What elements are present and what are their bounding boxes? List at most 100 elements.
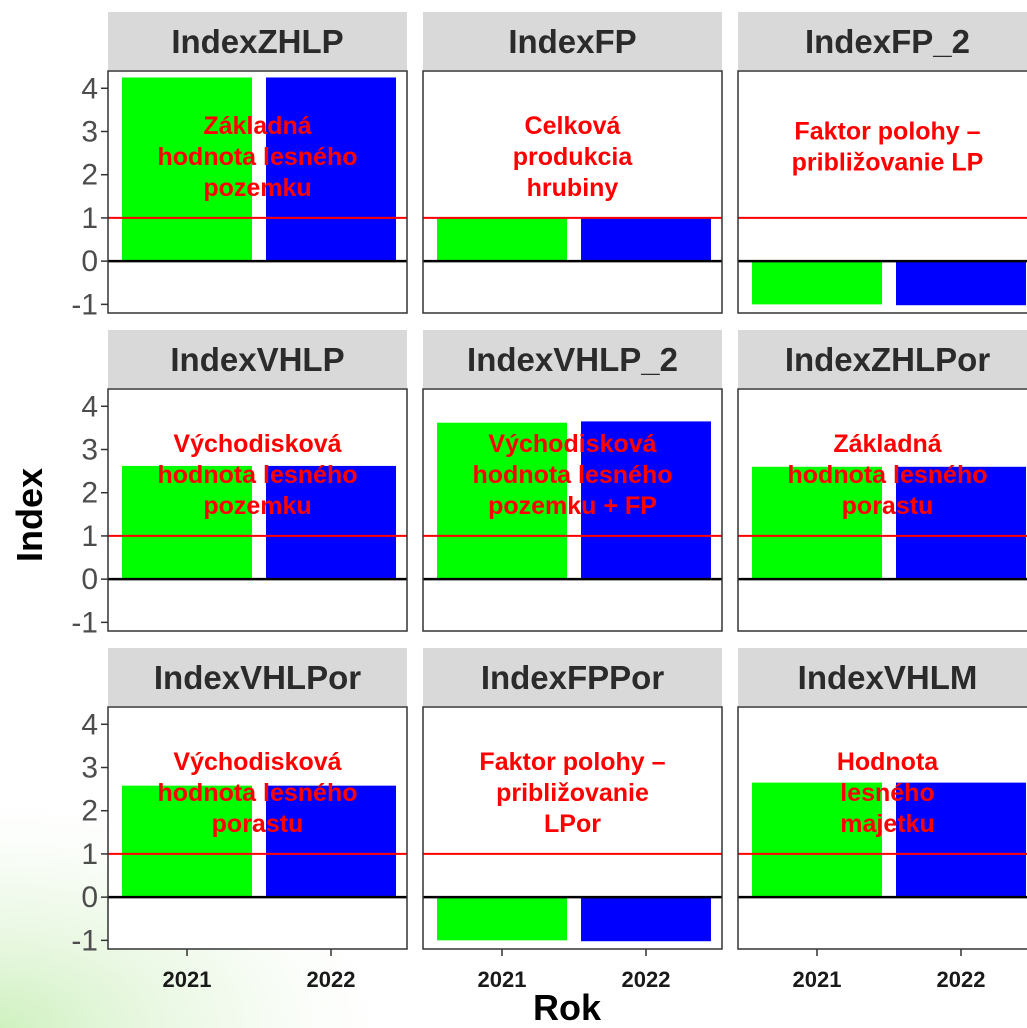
y-tick-label: 3 — [81, 116, 98, 149]
bar-2021 — [752, 261, 882, 305]
annotation-line: hodnota lesného — [158, 779, 358, 807]
strip-label: IndexVHLM — [798, 659, 978, 696]
y-tick-label: 2 — [81, 477, 98, 510]
y-tick-label: 0 — [81, 563, 98, 596]
y-tick-label: 3 — [81, 752, 98, 785]
annotation-line: produkcia — [513, 143, 634, 171]
annotation-line: Východisková — [173, 430, 341, 458]
y-tick-label: -1 — [71, 606, 98, 639]
annotation-line: približovanie — [496, 779, 649, 807]
strip-background — [738, 648, 1027, 706]
panel-border — [422, 388, 723, 632]
annotation-line: majetku — [840, 810, 934, 838]
strip-label: IndexFP_2 — [805, 23, 970, 60]
annotation-line: Základná — [833, 430, 941, 458]
bar-2022 — [896, 466, 1026, 580]
x-tick-label: 2021 — [163, 967, 212, 992]
annotation-line: pozemku — [203, 492, 311, 520]
bar-2022 — [581, 217, 711, 262]
panel-indexvhlpor: IndexVHLPor Východisková hodnota lesného po… — [71, 648, 408, 992]
strip-background — [423, 12, 722, 70]
x-tick-label: 2022 — [937, 967, 986, 992]
bar-2021 — [122, 77, 252, 262]
panel-indexfp-2: IndexFP_2 Faktor polohy – približovanie LP — [737, 12, 1027, 314]
strip-label: IndexVHLP — [170, 341, 344, 378]
strip-background — [423, 330, 722, 388]
strip-label: IndexFP — [508, 23, 636, 60]
y-tick-label: -1 — [71, 288, 98, 321]
strip-label: IndexZHLP — [171, 23, 343, 60]
x-tick-label: 2021 — [478, 967, 527, 992]
x-tick-label: 2022 — [307, 967, 356, 992]
annotation-line: porastu — [212, 810, 304, 838]
y-tick-label: 1 — [81, 520, 98, 553]
panel-indexzhlp: IndexZHLP Základná hodnota lesného pozemku -… — [71, 12, 408, 321]
strip-background — [108, 330, 407, 388]
annotation-line: lesného — [840, 779, 934, 807]
strip-background — [738, 330, 1027, 388]
annotation-line: Faktor polohy – — [479, 748, 665, 776]
bar-2022 — [266, 465, 396, 580]
y-axis-title: Index — [9, 468, 50, 562]
annotation-line: pozemku + FP — [488, 492, 657, 520]
strip-label: IndexVHLPor — [154, 659, 361, 696]
bar-2021 — [437, 422, 567, 580]
annotation-line: Hodnota — [837, 748, 939, 776]
strip-label: IndexVHLP_2 — [467, 341, 678, 378]
panel-border — [107, 388, 408, 632]
strip-background — [108, 12, 407, 70]
bar-2021 — [437, 897, 567, 941]
strip-background — [108, 648, 407, 706]
bar-2021 — [122, 465, 252, 580]
y-tick-label: 0 — [81, 881, 98, 914]
bar-2021 — [752, 466, 882, 580]
annotation-line: približovanie LP — [792, 149, 984, 177]
annotation-line: porastu — [842, 492, 934, 520]
annotation-line: LPor — [544, 810, 601, 838]
annotation-line: Základná — [203, 112, 311, 140]
annotation-line: Východisková — [488, 430, 656, 458]
bar-2022 — [581, 897, 711, 942]
annotation-line: hodnota lesného — [473, 461, 673, 489]
y-tick-label: 4 — [81, 390, 98, 423]
panel-indexvhlm: IndexVHLM Hodnota lesného majetku 2021 2022 — [737, 648, 1027, 992]
y-tick-label: 1 — [81, 838, 98, 871]
bar-2022 — [266, 77, 396, 262]
bar-2021 — [122, 785, 252, 898]
annotation-line: hodnota lesného — [158, 461, 358, 489]
bar-2022 — [896, 261, 1026, 306]
strip-label: IndexZHLPor — [785, 341, 991, 378]
panel-border — [737, 388, 1027, 632]
bar-2022 — [581, 421, 711, 580]
panel-border — [422, 70, 723, 314]
y-tick-label: 3 — [81, 434, 98, 467]
x-axis-title: Rok — [533, 987, 602, 1028]
bar-2022 — [266, 785, 396, 898]
panel-indexvhlp-2: IndexVHLP_2 Východisková hodnota lesného po… — [422, 330, 723, 632]
panel-border — [737, 70, 1027, 314]
annotation-line: hodnota lesného — [158, 143, 358, 171]
panel-border — [422, 706, 723, 950]
panels-layer: IndexZHLP Základná hodnota lesného pozemku -… — [71, 12, 1027, 992]
annotation-line: pozemku — [203, 174, 311, 202]
strip-background — [738, 12, 1027, 70]
bar-2021 — [752, 782, 882, 898]
panel-indexfppor: IndexFPPor Faktor polohy – približovanie LP… — [422, 648, 723, 992]
bar-2021 — [437, 217, 567, 262]
x-tick-label: 2021 — [793, 967, 842, 992]
panel-indexvhlp: IndexVHLP Východisková hodnota lesného poze… — [71, 330, 408, 639]
annotation-line: Faktor polohy – — [794, 118, 980, 146]
strip-background — [423, 648, 722, 706]
panel-indexfp: IndexFP Celková produkcia hrubiny — [422, 12, 723, 314]
x-tick-label: 2022 — [622, 967, 671, 992]
panel-border — [737, 706, 1027, 950]
panel-border — [107, 706, 408, 950]
y-tick-label: 2 — [81, 795, 98, 828]
panel-indexzhlpor: IndexZHLPor Základná hodnota lesného porast… — [737, 330, 1027, 632]
annotation-line: Celková — [525, 112, 621, 140]
y-tick-label: 0 — [81, 245, 98, 278]
bar-2022 — [896, 782, 1026, 898]
annotation-line: hodnota lesného — [788, 461, 988, 489]
y-tick-label: 2 — [81, 159, 98, 192]
